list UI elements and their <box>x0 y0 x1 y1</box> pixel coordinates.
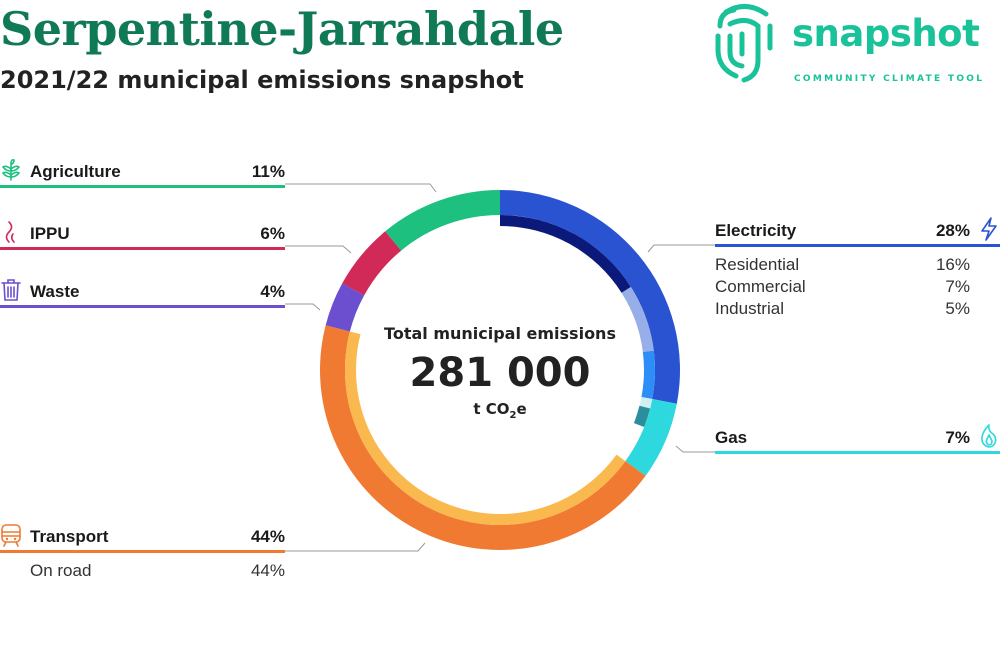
legend-ippu-underline <box>0 247 285 250</box>
legend-transport-pct: 44% <box>250 527 285 546</box>
unit-prefix: t CO <box>473 400 510 418</box>
legend-waste: Waste 4% <box>0 276 285 308</box>
legend-industrial-label: Industrial <box>715 299 784 318</box>
donut-subslice-electricity-residential <box>500 215 631 293</box>
legend-transport-label: Transport <box>30 527 109 546</box>
legend-electricity-label: Electricity <box>715 221 797 240</box>
donut-slice-ippu <box>342 231 402 296</box>
donut-subslice-electricity-industrial <box>641 350 655 400</box>
legend-commercial-pct: 7% <box>945 277 970 296</box>
legend-residential-pct: 16% <box>935 255 970 274</box>
legend-gas-label: Gas <box>715 428 748 447</box>
legend-onroad-label: On road <box>30 561 92 580</box>
legend-agriculture-underline <box>0 185 285 188</box>
leader-line-gas <box>675 445 715 453</box>
snapshot-logo: snapshot COMMUNITY CLIMATE TOOL <box>714 2 1000 90</box>
donut-subslice-electricity-commercial <box>621 286 654 352</box>
legend-electricity-underline <box>715 244 1000 247</box>
total-caption: Total municipal emissions <box>384 324 616 343</box>
flame-icon <box>981 424 997 448</box>
legend-ippu: IPPU 6% <box>0 218 285 250</box>
donut-subslice-gas-commercial <box>633 405 651 428</box>
legend-waste-label: Waste <box>30 282 80 301</box>
unit-subscript: 2 <box>509 410 517 421</box>
train-icon <box>1 524 21 547</box>
page-title: Serpentine-Jarrahdale <box>0 2 564 56</box>
legend-ippu-label: IPPU <box>30 224 70 243</box>
legend-ippu-pct: 6% <box>260 224 285 243</box>
unit-suffix: e <box>516 400 527 418</box>
total-unit: t CO2e <box>360 400 640 421</box>
legend-gas-pct: 7% <box>945 428 970 447</box>
donut-inner-ring <box>344 215 655 526</box>
leader-line-electricity <box>647 244 715 253</box>
legend-commercial-label: Commercial <box>715 277 806 296</box>
legend-agriculture: Agriculture 11% <box>0 156 285 188</box>
legend-transport: Transport 44% <box>0 521 285 553</box>
legend-waste-underline <box>0 305 285 308</box>
legend-residential-label: Residential <box>715 255 800 274</box>
legend-industrial-pct: 5% <box>945 299 970 318</box>
legend-electricity: Electricity 28% <box>715 215 1000 247</box>
donut-slice-transport <box>320 325 646 550</box>
donut-slice-gas <box>625 399 677 476</box>
page-subtitle: 2021/22 municipal emissions snapshot <box>0 66 524 94</box>
logo-tagline: COMMUNITY CLIMATE TOOL <box>794 74 985 84</box>
legend-electricity-sub-commercial: Commercial 7% <box>715 277 970 297</box>
leader-line-agriculture <box>285 183 437 193</box>
legend-electricity-sub-residential: Residential 16% <box>715 255 970 275</box>
donut-slice-electricity <box>500 190 680 404</box>
legend-transport-sub-onroad: On road 44% <box>30 561 285 581</box>
legend-electricity-sub-industrial: Industrial 5% <box>715 299 970 319</box>
donut-outer-ring <box>320 190 680 550</box>
legend-agriculture-label: Agriculture <box>30 162 121 181</box>
logo-wordmark: snapshot <box>792 12 980 55</box>
donut-subslice-gas-residential <box>639 396 653 409</box>
bin-icon <box>1 279 21 301</box>
legend-gas-underline <box>715 451 1000 454</box>
legend-waste-pct: 4% <box>260 282 285 301</box>
leader-line-ippu <box>285 245 352 254</box>
leader-lines <box>285 183 715 552</box>
lightning-icon <box>981 217 997 241</box>
legend-gas: Gas 7% <box>715 422 1000 454</box>
leader-line-waste <box>285 303 321 311</box>
total-value: 281 000 <box>409 350 591 396</box>
leader-line-transport <box>285 542 426 552</box>
fingerprint-icon <box>715 4 773 83</box>
legend-onroad-pct: 44% <box>250 561 285 580</box>
smoke-icon <box>5 221 15 243</box>
legend-electricity-pct: 28% <box>935 221 970 240</box>
donut-slice-waste <box>325 283 365 332</box>
donut-slice-agriculture <box>385 190 500 251</box>
legend-agriculture-pct: 11% <box>251 162 285 181</box>
legend-transport-underline <box>0 550 285 553</box>
plant-icon <box>1 159 21 181</box>
